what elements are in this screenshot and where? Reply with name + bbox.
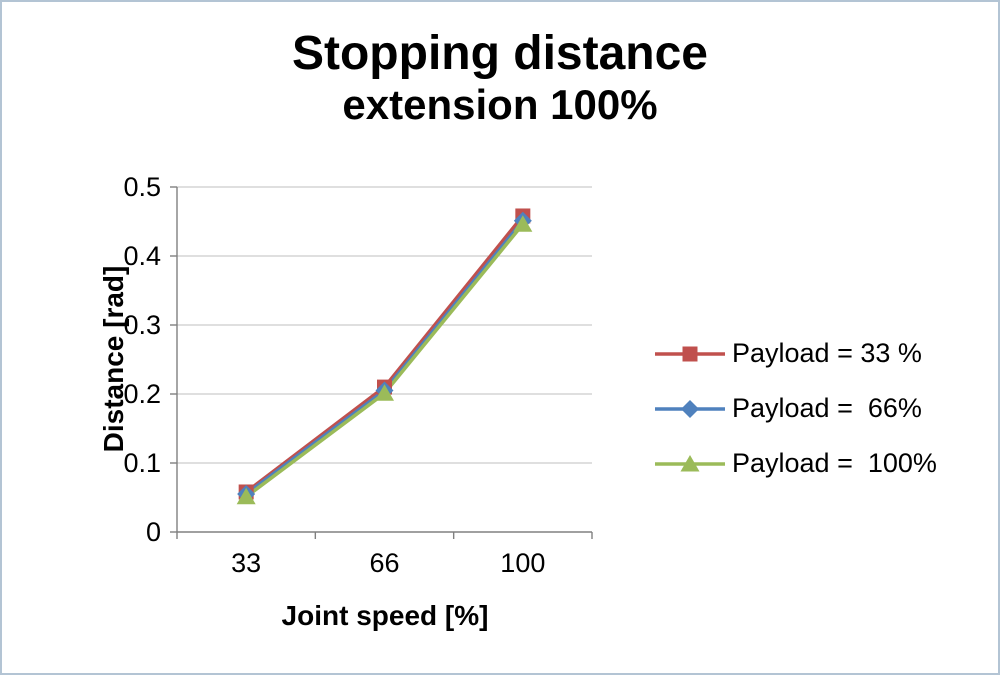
legend-marker-payload-100-icon [655, 454, 725, 471]
svg-text:66: 66 [369, 548, 399, 578]
legend-marker-payload-33-icon [655, 346, 725, 361]
chart-title-line1: Stopping distance [291, 27, 708, 80]
svg-text:0.5: 0.5 [123, 172, 161, 202]
svg-text:0.4: 0.4 [123, 241, 161, 271]
legend-item: Payload = 100% [652, 448, 937, 479]
chart-title-line2: extension 100% [342, 80, 658, 128]
legend-label: Payload = 33 % [732, 338, 922, 368]
legend-item: Payload = 33 % [652, 338, 937, 369]
svg-text:100: 100 [500, 548, 545, 578]
legend-item: Payload = 66% [652, 393, 937, 424]
svg-text:0.2: 0.2 [123, 379, 161, 409]
legend: Payload = 33 % Payload = 66% Payload = 1… [652, 338, 937, 479]
svg-text:0.1: 0.1 [123, 448, 161, 478]
legend-label: Payload = 100% [732, 448, 937, 478]
legend-label: Payload = 66% [732, 393, 922, 423]
legend-marker-payload-66-icon [655, 399, 725, 418]
x-axis-title: Joint speed [%] [281, 600, 489, 631]
svg-text:0: 0 [146, 517, 161, 547]
y-axis-title: Distance [rad] [98, 265, 129, 453]
svg-text:0.3: 0.3 [123, 310, 161, 340]
chart-title: Stopping distance extension 100% [2, 27, 998, 129]
svg-text:33: 33 [231, 548, 261, 578]
